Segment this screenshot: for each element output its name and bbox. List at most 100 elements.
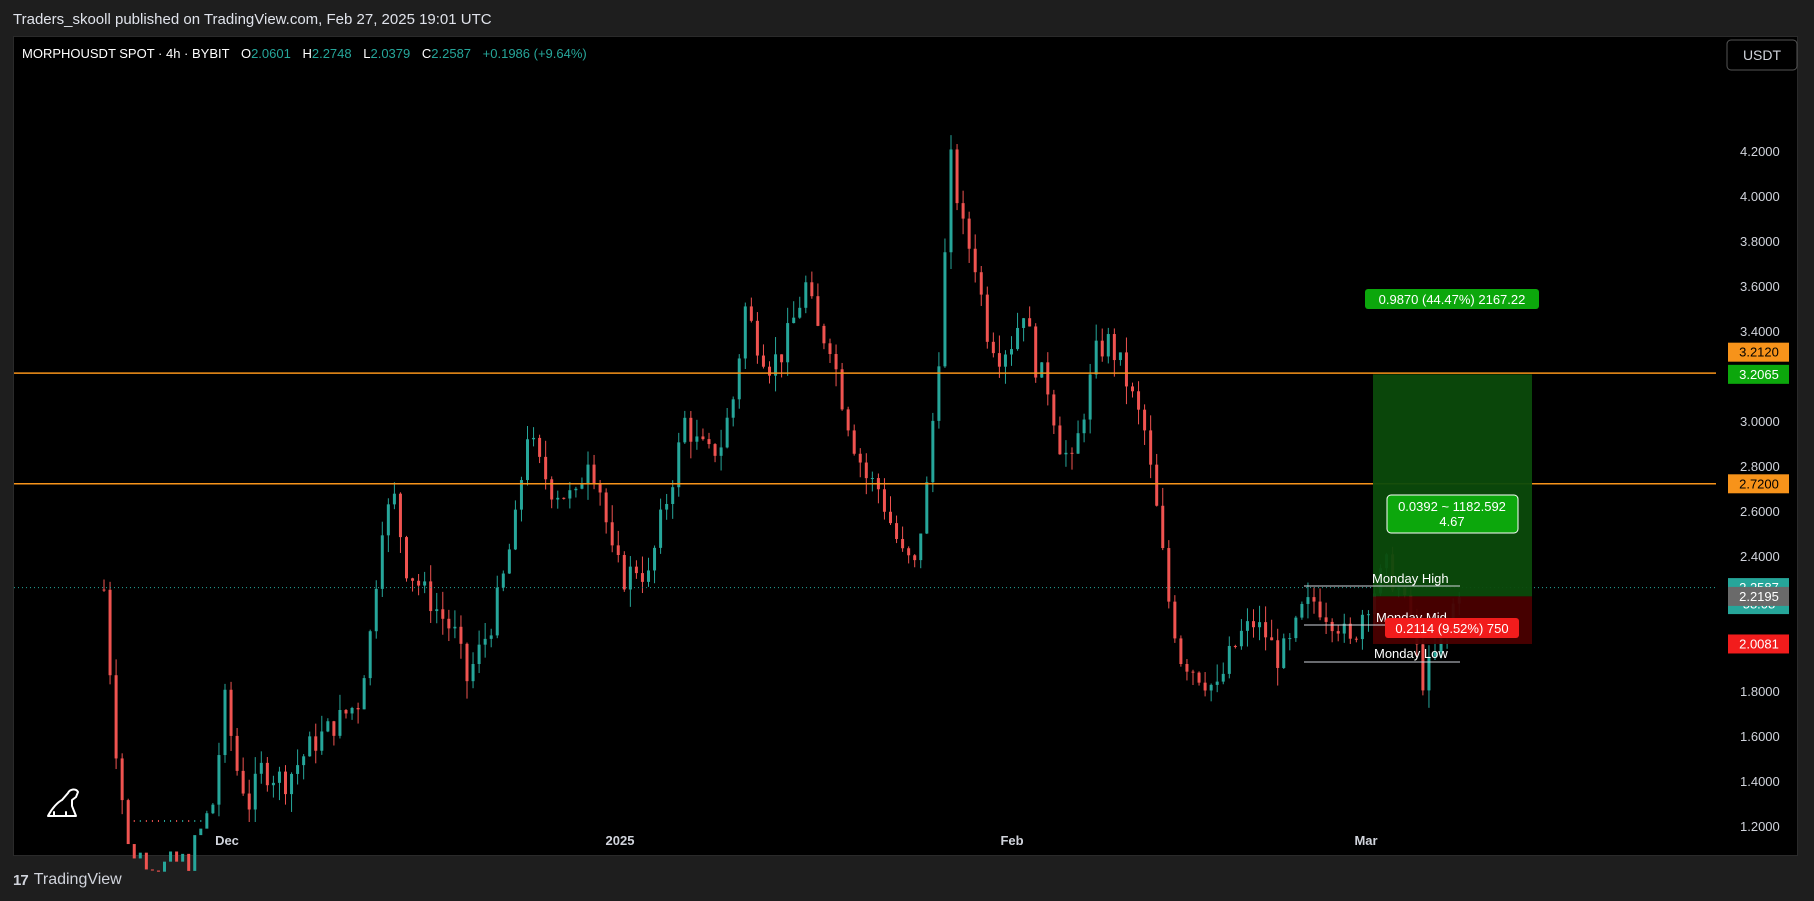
candle-body	[622, 555, 626, 590]
candle-body	[568, 490, 572, 499]
candle-body	[1112, 334, 1116, 361]
y-tick-label: 2.8000	[1740, 459, 1780, 474]
target-label[interactable]: 0.9870 (44.47%) 2167.22	[1365, 289, 1539, 309]
candle-body	[223, 689, 227, 756]
candle-body	[169, 851, 173, 862]
target-zone[interactable]	[1373, 374, 1532, 597]
candle-body	[701, 436, 705, 440]
candle-body	[834, 354, 838, 370]
candle-body	[822, 325, 826, 344]
candle-body	[870, 478, 874, 480]
candle-body	[380, 535, 384, 589]
candle-body	[205, 813, 209, 829]
risk-reward-line2: 4.67	[1439, 514, 1464, 529]
tradingview-brand[interactable]: TradingView	[33, 871, 122, 888]
candle-body	[1252, 621, 1255, 628]
candle-body	[259, 762, 263, 774]
candle-body	[374, 588, 378, 632]
candle-body	[943, 252, 947, 367]
candle-body	[1348, 623, 1352, 639]
footer: 17 TradingView	[13, 869, 122, 891]
candle-body	[774, 354, 778, 376]
candle-body	[265, 762, 269, 786]
candle-body	[1197, 672, 1201, 683]
candle-body	[163, 861, 166, 872]
candle-body	[1276, 640, 1280, 668]
candle-body	[755, 320, 759, 356]
candle-body	[447, 618, 451, 629]
candle-body	[665, 503, 669, 510]
candle-body	[592, 464, 596, 485]
candle-body	[277, 771, 281, 783]
candle-body	[501, 573, 505, 588]
candle-body	[495, 587, 499, 636]
dinosaur-icon	[47, 788, 79, 817]
candle-body	[810, 282, 814, 297]
candle-body	[671, 487, 675, 504]
candle-body	[1034, 326, 1038, 378]
candle-body	[1227, 645, 1231, 674]
candle-body	[150, 869, 154, 871]
candle-body	[550, 479, 554, 500]
candle-body	[156, 870, 160, 872]
candle-body	[1282, 638, 1286, 668]
candle-body	[1239, 630, 1243, 647]
candle-body	[1143, 409, 1147, 431]
risk-reward-label[interactable]: 0.0392 ~ 1182.592 4.67	[1386, 494, 1519, 534]
candle-body	[344, 709, 348, 714]
candle-body	[356, 707, 360, 710]
candle-body	[979, 272, 983, 295]
candle-body	[362, 678, 366, 710]
candle-body	[519, 480, 523, 510]
candle-body	[532, 437, 536, 440]
candle-body	[1179, 638, 1183, 665]
high-value: 2.2748	[312, 46, 352, 61]
price-tag-lower-orange: 2.7200	[1728, 474, 1789, 494]
y-tick-label: 1.6000	[1740, 729, 1780, 744]
symbol-title: MORPHOUSDT SPOT · 4h · BYBIT	[22, 46, 230, 61]
candle-body	[1421, 644, 1425, 691]
y-tick-label: 3.0000	[1740, 414, 1780, 429]
close-value: 2.2587	[431, 46, 471, 61]
candle-body	[677, 442, 681, 488]
price-axis: 1.2000 1.4000 1.6000 1.8000 2.4000 2.6000 2.80…	[1740, 144, 1780, 834]
candle-body	[858, 453, 862, 463]
candle-body	[695, 436, 699, 442]
candle-body	[683, 417, 687, 443]
candle-body	[290, 773, 294, 795]
candle-body	[132, 844, 136, 859]
candle-body	[296, 765, 300, 774]
price-tag-entry: 2.2195	[1728, 586, 1789, 606]
candle-body	[804, 282, 808, 308]
candle-body	[386, 504, 390, 536]
candle-body	[398, 493, 402, 538]
x-tick-label: Dec	[215, 833, 239, 848]
candle-body	[1100, 340, 1104, 357]
candle-body	[1118, 352, 1122, 361]
risk-reward-line1: 0.0392 ~ 1182.592	[1398, 499, 1506, 514]
currency-button[interactable]: USDT	[1726, 39, 1798, 71]
candle-body	[792, 317, 796, 324]
candle-body	[737, 358, 741, 400]
candle-body	[919, 533, 923, 561]
stop-label[interactable]: 0.2114 (9.52%) 750	[1385, 618, 1519, 638]
candle-body	[435, 609, 439, 612]
candle-body	[931, 420, 935, 483]
candle-body	[1354, 638, 1358, 640]
candle-body	[459, 626, 463, 644]
candle-body	[392, 493, 396, 505]
candle-body	[1094, 340, 1098, 375]
candle-body	[193, 835, 197, 871]
candle-body	[719, 447, 723, 456]
candle-body	[1336, 631, 1340, 634]
candle-body	[961, 203, 965, 219]
candle-body	[1330, 621, 1334, 632]
candle-body	[761, 355, 765, 367]
candle-body	[1003, 354, 1007, 367]
candle-body	[229, 689, 233, 736]
candle-body	[320, 731, 324, 751]
candle-body	[138, 852, 142, 859]
candle-body	[284, 771, 287, 795]
candle-body	[441, 609, 445, 619]
